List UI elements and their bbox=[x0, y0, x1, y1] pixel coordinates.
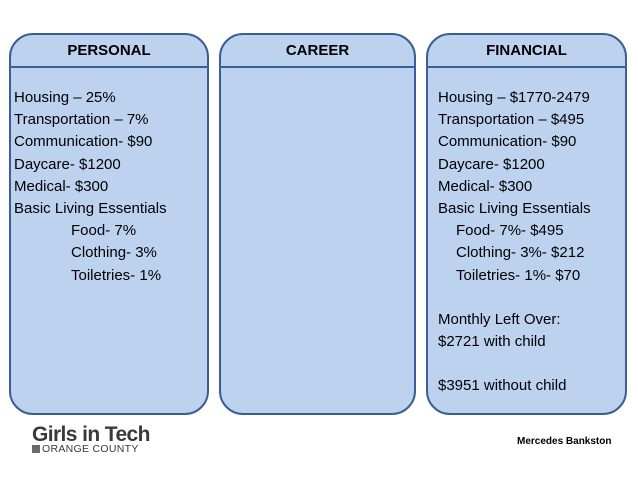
personal-header: PERSONAL bbox=[11, 35, 207, 68]
personal-panel: PERSONAL Housing – 25% Transportation – … bbox=[9, 33, 209, 415]
financial-summary-line: Monthly Left Over: bbox=[438, 310, 561, 328]
personal-line: Medical- $300 bbox=[14, 177, 109, 195]
financial-body: Housing – $1770-2479 Transportation – $4… bbox=[428, 68, 625, 397]
financial-line: Housing – $1770-2479 bbox=[438, 89, 590, 106]
personal-subline: Food- 7% bbox=[71, 222, 137, 240]
personal-subline: Toiletries- 1% bbox=[71, 266, 162, 284]
financial-title: FINANCIAL bbox=[486, 42, 567, 59]
financial-line: Basic Living Essentials bbox=[438, 200, 591, 218]
personal-line: Daycare- $1200 bbox=[14, 155, 121, 173]
financial-subline: Clothing- 3%- $212 bbox=[456, 244, 585, 262]
financial-subline: Food- 7%- $495 bbox=[456, 222, 564, 240]
career-panel: CAREER bbox=[219, 33, 416, 415]
financial-header: FINANCIAL bbox=[428, 35, 625, 68]
financial-subline: Toiletries- 1%- $70 bbox=[456, 266, 581, 284]
career-title: CAREER bbox=[285, 42, 350, 59]
personal-line: Communication- $90 bbox=[14, 133, 153, 151]
financial-line: Transportation – $495 bbox=[438, 111, 585, 129]
logo-title: Girls in Tech bbox=[32, 423, 150, 446]
personal-title: PERSONAL bbox=[67, 42, 151, 59]
personal-subline: Clothing- 3% bbox=[71, 244, 157, 262]
author-name: Mercedes Bankston bbox=[517, 436, 612, 447]
girls-in-tech-logo: Girls in Tech ORANGE COUNTY bbox=[32, 423, 152, 455]
personal-line: Basic Living Essentials bbox=[14, 200, 167, 218]
financial-panel: FINANCIAL Housing – $1770-2479 Transport… bbox=[426, 33, 627, 415]
financial-line: Communication- $90 bbox=[438, 133, 577, 151]
logo-square-icon bbox=[32, 445, 40, 453]
career-body bbox=[221, 68, 414, 87]
personal-line: Transportation – 7% bbox=[14, 111, 149, 129]
career-header: CAREER bbox=[221, 35, 414, 68]
financial-summary-line: $2721 with child bbox=[438, 333, 546, 351]
financial-line: Medical- $300 bbox=[438, 177, 533, 195]
personal-body: Housing – 25% Transportation – 7% Commun… bbox=[11, 68, 207, 287]
spacer bbox=[438, 353, 625, 375]
spacer bbox=[438, 287, 625, 309]
personal-line: Housing – 25% bbox=[14, 89, 116, 106]
financial-summary-line: $3951 without child bbox=[438, 377, 567, 395]
logo-subtitle: ORANGE COUNTY bbox=[42, 443, 139, 455]
financial-line: Daycare- $1200 bbox=[438, 155, 545, 173]
